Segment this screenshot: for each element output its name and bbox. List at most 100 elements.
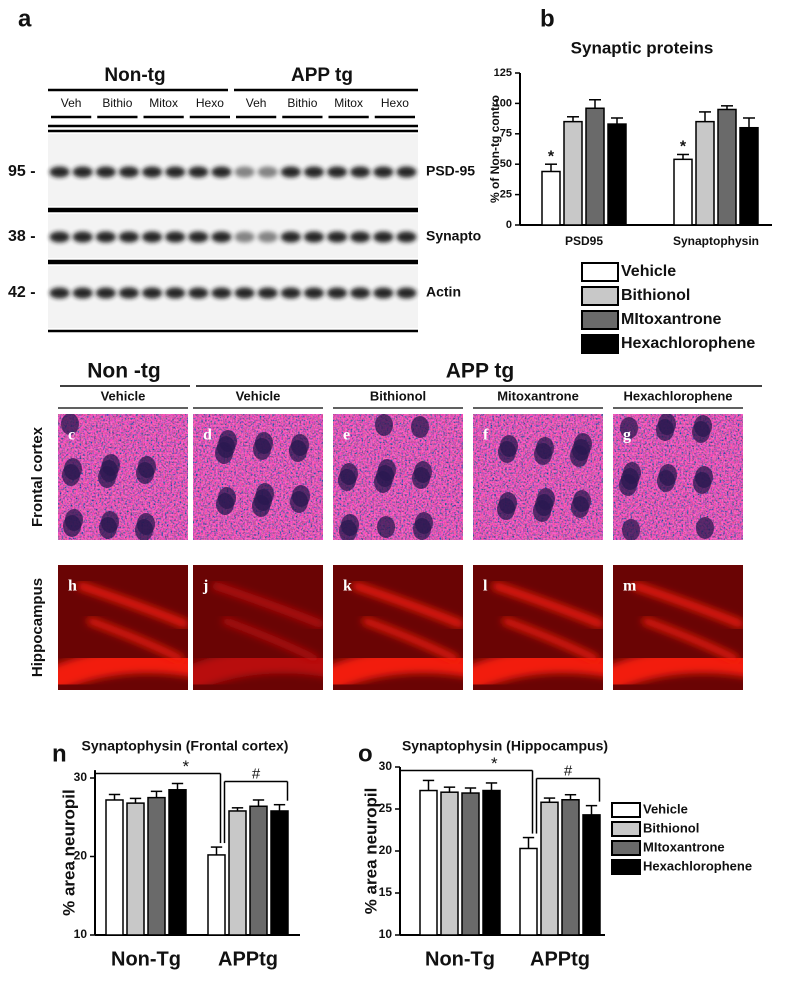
bar (673, 158, 693, 226)
bar (695, 120, 715, 226)
y-axis-label: % area neuropil (361, 788, 380, 915)
nucleus (695, 466, 713, 488)
x-tick-label: APPtg (530, 948, 590, 970)
blot-band (280, 287, 301, 299)
panel-letter: j (202, 578, 208, 595)
y-tick-label: 75 (500, 128, 512, 140)
row-label: Hippocampus (29, 578, 46, 677)
blot-band (396, 287, 417, 299)
y-tick-label: 50 (500, 158, 512, 170)
nucleus (620, 417, 638, 439)
blot-band (234, 231, 255, 243)
lane-label: Mitox (334, 96, 363, 110)
micrograph (193, 565, 323, 690)
x-tick-label: PSD95 (565, 234, 603, 248)
micrograph (473, 565, 603, 690)
column-label: Bithionol (370, 388, 426, 403)
nucleus (341, 514, 359, 536)
nucleus (536, 437, 554, 459)
legend-label: Vehicle (621, 263, 676, 280)
panel-letter: b (540, 5, 555, 32)
blot-band (350, 166, 371, 178)
lane-label: Hexo (381, 96, 409, 110)
annotation: # (564, 762, 573, 779)
blot-band (142, 287, 163, 299)
nucleus (411, 416, 429, 438)
mw-marker: 42 - (8, 284, 36, 301)
panel-letter: a (18, 5, 32, 32)
annotation: * (548, 148, 555, 165)
blot-band (327, 287, 348, 299)
nucleus (64, 458, 82, 480)
protein-label: Synapto (426, 228, 481, 244)
nucleus (340, 463, 358, 485)
legend-label: MItoxantrone (643, 839, 725, 854)
mw-marker: 38 - (8, 228, 36, 245)
bar (249, 805, 268, 936)
x-tick-label: Non-Tg (111, 948, 181, 970)
blot-band (303, 166, 324, 178)
blot-band (72, 231, 93, 243)
nucleus (377, 516, 395, 538)
blot-band (49, 287, 70, 299)
panel-letter: g (623, 427, 631, 444)
bar (419, 789, 438, 936)
nucleus (375, 414, 393, 436)
column-label: Hexachlorophene (623, 388, 732, 403)
blot-band (188, 166, 209, 178)
column-label: Mitoxantrone (497, 388, 579, 403)
micrograph-image (333, 565, 463, 690)
micrograph-image (473, 565, 603, 690)
blot-band (142, 231, 163, 243)
micrograph-image (58, 414, 188, 540)
nucleus (256, 483, 274, 505)
blot-band (165, 231, 186, 243)
legend-swatch (581, 286, 619, 306)
nucleus (415, 512, 433, 534)
blot-band (118, 231, 139, 243)
blot-band (257, 166, 278, 178)
y-tick-label: 25 (379, 801, 393, 815)
stain-band (221, 616, 320, 664)
legend-swatch (581, 310, 619, 330)
annotation: # (252, 765, 261, 782)
blot-band (350, 287, 371, 299)
blot-band (118, 287, 139, 299)
stain-band (86, 616, 185, 664)
nucleus (138, 456, 156, 478)
micrograph (58, 565, 188, 690)
blot-band (257, 231, 278, 243)
blot-band (95, 287, 116, 299)
column-label: Vehicle (236, 388, 281, 403)
nucleus (622, 519, 640, 540)
blot-band (165, 166, 186, 178)
bar (561, 799, 580, 936)
panel-letter: l (483, 578, 488, 595)
annotation: * (491, 754, 498, 773)
annotation: * (680, 139, 687, 156)
lane-label: Mitox (149, 96, 178, 110)
nucleus (378, 459, 396, 481)
stain-band (501, 616, 600, 664)
bar (540, 801, 559, 936)
nucleus (291, 434, 309, 456)
y-tick-label: 30 (379, 759, 393, 773)
y-tick-label: 100 (494, 97, 512, 109)
nucleus (218, 487, 236, 509)
bar (461, 792, 480, 936)
nucleus (694, 415, 712, 437)
y-tick-label: 125 (494, 67, 512, 79)
nucleus (137, 513, 155, 535)
blot-band (188, 287, 209, 299)
micrograph (473, 414, 603, 540)
panel-letter: h (68, 578, 77, 595)
panel-letter: d (203, 427, 212, 444)
y-tick-label: 30 (74, 770, 88, 784)
legend-label: Bithionol (621, 287, 690, 304)
micrograph (613, 565, 743, 690)
y-tick-label: 25 (500, 189, 512, 201)
bar (482, 789, 501, 936)
nucleus (574, 433, 592, 455)
micrograph-image (193, 414, 323, 540)
